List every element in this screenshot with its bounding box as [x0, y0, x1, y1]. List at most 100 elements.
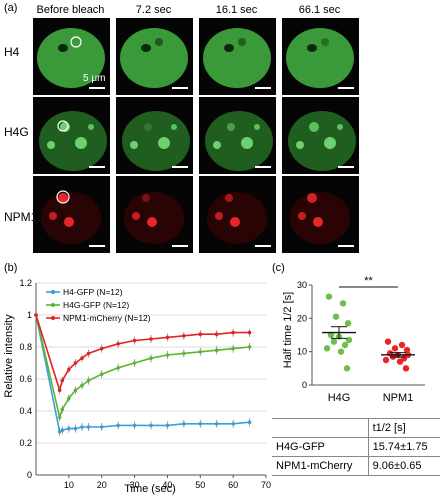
y-tick-label: 0.2 — [19, 438, 32, 448]
data-point — [80, 383, 84, 388]
y-tick-label: 10 — [297, 347, 307, 357]
data-point — [99, 425, 104, 429]
table-row-value: 15.74±1.75 — [367, 437, 440, 457]
nucleus-h4-3 — [286, 28, 354, 88]
x-tick-label: 60 — [228, 480, 238, 490]
image-h4-before-bleach: 5 μm — [33, 18, 110, 95]
data-point — [80, 425, 84, 429]
scale-bar — [255, 87, 271, 89]
scale-bar — [255, 245, 271, 247]
data-point — [67, 367, 71, 372]
data-point — [116, 366, 120, 370]
data-point — [391, 345, 399, 352]
x-tick-label: 20 — [97, 480, 107, 490]
nucleus-h4g-3 — [288, 111, 356, 171]
data-point — [67, 396, 71, 401]
nucleus-npm1-2 — [207, 192, 267, 244]
table-row-label: NPM1-mCherry — [272, 456, 369, 476]
image-h4g-16-1-sec — [199, 97, 276, 174]
table-corner — [272, 418, 369, 438]
image-h4-66-1-sec — [282, 18, 359, 95]
legend-label: H4-GFP (N=12) — [63, 287, 123, 297]
legend-label: NPM1-mCherry (N=12) — [63, 313, 151, 323]
data-point — [247, 345, 252, 349]
header-before-bleach: Before bleach — [36, 4, 105, 16]
significance-stars: ** — [364, 275, 373, 287]
data-point — [337, 348, 345, 355]
category-label: H4G — [328, 392, 351, 404]
data-point — [132, 361, 137, 365]
panel-c-label: (c) — [272, 262, 285, 274]
data-point — [60, 378, 65, 383]
data-point — [182, 334, 186, 338]
x-tick-label: 10 — [64, 480, 74, 490]
table-row: H4G-GFP 15.74±1.75 — [272, 437, 440, 457]
y-tick-label: 1 — [27, 310, 32, 320]
y-tick-label: 0 — [302, 380, 307, 390]
nucleus-h4g-0 — [39, 111, 107, 171]
image-npm1-66-1-sec — [282, 176, 359, 253]
data-point — [67, 426, 71, 431]
data-point — [149, 337, 153, 341]
panel-b-label: (b) — [4, 262, 18, 274]
data-point — [80, 356, 84, 361]
data-point — [247, 330, 252, 335]
table-header-row: t1/2 [s] — [272, 418, 440, 438]
data-point — [344, 320, 352, 327]
data-point — [343, 365, 351, 372]
legend-marker — [51, 316, 55, 320]
nucleus-npm1-0 — [41, 190, 101, 244]
nucleus-h4g-1 — [122, 111, 190, 171]
nucleus-npm1-1 — [124, 192, 184, 244]
scale-bar — [89, 87, 105, 89]
data-point — [165, 423, 170, 428]
scale-bar — [172, 245, 188, 247]
data-point — [332, 313, 340, 320]
table-row: NPM1-mCherry 9.06±0.65 — [272, 456, 440, 476]
data-point — [132, 338, 137, 343]
data-point — [402, 365, 410, 372]
data-point — [99, 372, 104, 377]
scale-bar — [255, 166, 271, 168]
x-tick-label: 70 — [261, 480, 271, 490]
data-point — [247, 420, 252, 425]
scale-bar — [338, 87, 354, 89]
data-point — [57, 415, 62, 420]
image-npm1-before-bleach — [33, 176, 110, 253]
data-point — [116, 423, 120, 428]
data-point — [86, 378, 91, 383]
x-tick-label: 40 — [162, 480, 172, 490]
data-point — [60, 407, 65, 412]
data-point — [325, 293, 333, 300]
image-h4g-7-2-sec — [116, 97, 193, 174]
panel-a-label: (a) — [4, 2, 18, 14]
data-point — [330, 338, 338, 345]
data-point — [34, 313, 38, 317]
legend-marker — [51, 290, 55, 294]
header-66-1-sec: 66.1 sec — [298, 4, 341, 16]
data-point — [231, 422, 235, 426]
y-tick-label: 1.2 — [19, 278, 32, 288]
data-point — [57, 430, 62, 434]
data-point — [182, 351, 186, 356]
y-tick-label: 20 — [297, 313, 307, 323]
data-point — [149, 356, 153, 361]
data-point — [396, 358, 404, 365]
scale-label: 5 μm — [83, 73, 106, 84]
data-point — [73, 388, 78, 393]
y-tick-label: 0.6 — [19, 374, 32, 384]
scale-bar — [338, 245, 354, 247]
data-point — [73, 361, 78, 365]
data-point — [403, 346, 411, 354]
data-point — [116, 342, 120, 346]
bleach-circle — [56, 190, 70, 204]
data-point — [73, 426, 78, 431]
data-point — [149, 423, 153, 428]
x-axis-label: Time (sec) — [124, 483, 176, 495]
data-point — [57, 388, 62, 393]
data-point — [341, 341, 349, 349]
data-point — [165, 353, 170, 357]
data-point — [60, 428, 65, 433]
data-point — [132, 423, 137, 428]
